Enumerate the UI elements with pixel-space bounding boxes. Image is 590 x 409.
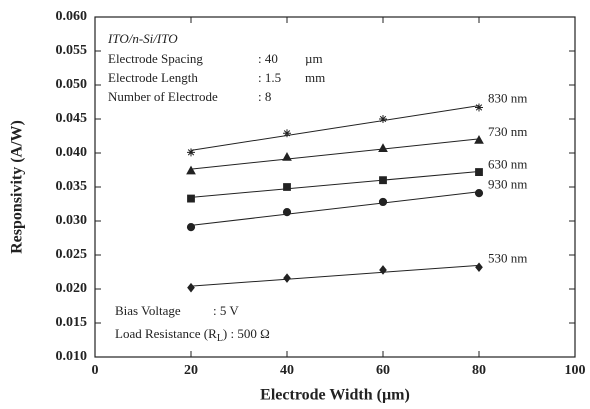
marker	[476, 169, 483, 176]
chart: Electrode Width (µm) Responsivity (A/W) …	[0, 0, 590, 409]
annotation: : 40	[258, 51, 278, 66]
annotation-part: ) : 500 Ω	[223, 326, 270, 341]
marker	[283, 209, 290, 216]
marker	[188, 195, 195, 202]
marker	[475, 190, 482, 197]
marker	[379, 198, 386, 205]
y-tick-label: 0.010	[56, 349, 88, 364]
annotation: Electrode Spacing	[108, 51, 203, 66]
marker	[283, 153, 291, 160]
annotation: ITO/n-Si/ITO	[107, 31, 178, 46]
x-tick-label: 80	[472, 363, 486, 378]
y-tick-label: 0.030	[56, 213, 88, 228]
annotation: µm	[305, 51, 323, 66]
series-label: 530 nm	[488, 250, 527, 265]
marker	[283, 129, 291, 137]
marker	[380, 177, 387, 184]
annotation: Load Resistance (RL) : 500 Ω	[115, 326, 270, 344]
annotation: : 5 V	[213, 303, 239, 318]
annotation: mm	[305, 70, 325, 85]
fit-line	[191, 171, 479, 197]
x-tick-label: 60	[376, 363, 390, 378]
y-tick-label: 0.025	[56, 247, 88, 262]
marker	[379, 115, 387, 123]
y-tick-label: 0.035	[56, 179, 88, 194]
series-label: 630 nm	[488, 156, 527, 171]
annotation: Electrode Length	[108, 70, 198, 85]
y-tick-label: 0.020	[56, 281, 88, 296]
marker	[187, 224, 194, 231]
y-axis-title: Responsivity (A/W)	[9, 120, 26, 254]
annotation: : 8	[258, 89, 271, 104]
series-label: 830 nm	[488, 91, 527, 106]
y-tick-label: 0.040	[56, 145, 88, 160]
marker	[284, 274, 290, 282]
annotation: Bias Voltage	[115, 303, 181, 318]
y-tick-label: 0.050	[56, 77, 88, 92]
annotation: : 1.5	[258, 70, 281, 85]
y-tick-label: 0.055	[56, 43, 88, 58]
x-tick-label: 20	[184, 363, 198, 378]
marker	[284, 184, 291, 191]
fit-line	[191, 265, 479, 286]
series-label: 930 nm	[488, 177, 527, 192]
series-label: 730 nm	[488, 124, 527, 139]
marker	[475, 103, 483, 111]
annotation-part: Load Resistance (R	[115, 326, 217, 341]
marker	[187, 167, 195, 174]
y-tick-label: 0.060	[56, 9, 88, 24]
x-tick-label: 0	[92, 363, 99, 378]
x-tick-label: 100	[565, 363, 586, 378]
marker	[379, 144, 387, 151]
y-tick-label: 0.015	[56, 315, 88, 330]
x-tick-label: 40	[280, 363, 294, 378]
x-axis-title: Electrode Width (µm)	[260, 387, 410, 404]
marker	[188, 284, 194, 292]
y-tick-label: 0.045	[56, 111, 88, 126]
marker	[187, 148, 195, 156]
marker	[476, 263, 482, 271]
annotation: Number of Electrode	[108, 89, 218, 104]
fit-line	[191, 192, 479, 226]
